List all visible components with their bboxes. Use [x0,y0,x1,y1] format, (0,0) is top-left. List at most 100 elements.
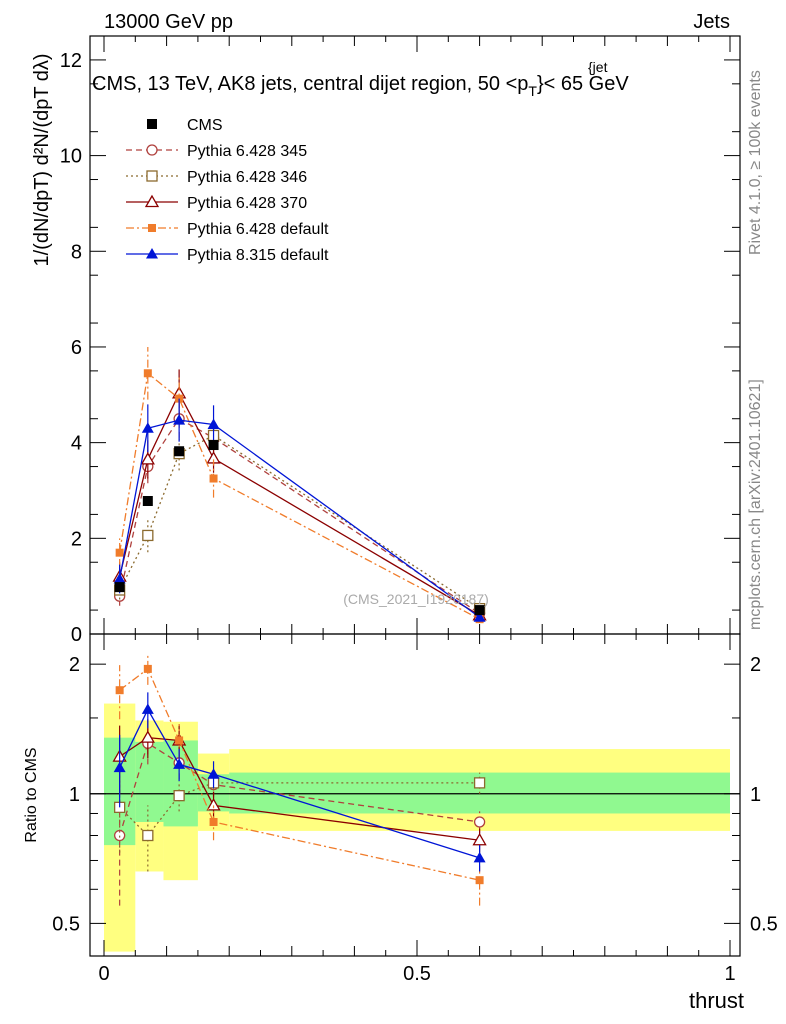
ratio-series-layer [112,654,487,906]
x-axis-label: thrust [689,988,744,1013]
chart-title-tail: }< 65 GeV [537,73,629,95]
series-point [140,452,155,465]
chart-title: CMS, 13 TeV, AK8 jets, central dijet reg… [92,73,629,99]
series-point [207,418,220,429]
mcplots-label: mcplots.cern.ch [arXiv:2401.10621] [747,379,764,630]
ratio-band-inner [163,740,198,827]
series-point [141,422,154,433]
series-point [142,829,154,842]
y-tick-label-main: 4 [71,433,82,455]
legend-label: Pythia 6.428 default [187,221,329,238]
series-point [113,572,126,584]
y-tick-label-main: 6 [71,337,82,359]
legend-label: Pythia 6.428 345 [187,143,307,160]
series-line [119,417,480,614]
series-point [141,703,154,714]
series-point [473,851,486,863]
series-point [174,446,185,457]
legend-label: Pythia 6.428 346 [187,169,307,186]
series-cms-data [114,440,485,616]
series-point [142,529,154,542]
series-point [173,790,185,802]
main-y-axis-label: 1/(dN/dpT) d²N/(dpT dλ) [31,53,53,266]
ratio-band-inner [135,741,164,822]
process-label: Jets [693,11,730,33]
series-point [208,440,219,451]
series-point [146,144,158,156]
series-pythia-6-428-default [115,346,484,624]
main-axis-ticks: 0 2 4 6 8 10 12 [60,36,740,646]
series-point [115,548,124,557]
y-tick-label-ratio-right: 0.5 [750,913,778,935]
series-point [114,829,126,842]
legend-entry-pythia-6-428-370: Pythia 6.428 370 [126,194,307,212]
series-pythia-8-315-default [113,398,486,622]
series-point [143,369,152,378]
y-tick-label-ratio: 0.5 [52,913,80,935]
rivet-label: Rivet 4.1.0, ≥ 100k events [747,70,764,255]
series-point [473,611,486,622]
series-point [474,605,485,616]
legend-label: Pythia 8.315 default [187,247,329,264]
y-tick-label-main: 10 [60,146,82,168]
series-point [473,816,486,828]
series-line [119,434,480,610]
series-point [209,817,218,826]
y-tick-label-ratio-right: 2 [750,654,761,676]
series-point [473,777,486,789]
series-point [113,761,126,773]
y-tick-label-main: 2 [71,528,82,550]
chart-title-sup: {jet [588,59,608,75]
series-point [114,582,125,593]
series-point [140,730,155,743]
ratio-series-pythia-8-315-default [113,692,486,872]
legend-entry-pythia-8-315-default: Pythia 8.315 default [126,247,329,264]
series-point [206,798,221,811]
series-point [173,758,186,769]
mcplots-label-group: mcplots.cern.ch [arXiv:2401.10621] [747,379,764,630]
series-point [147,119,157,129]
legend-entry-pythia-6-428-345: Pythia 6.428 345 [126,143,307,160]
chart-title-sub: T [528,83,537,99]
y-tick-label-ratio-right: 1 [750,784,761,806]
series-point [148,224,156,232]
series-point [175,736,184,745]
analysis-watermark: (CMS_2021_I1920187) [343,591,489,607]
chart-title-main: CMS, 13 TeV, AK8 jets, central dijet reg… [92,73,528,95]
series-pythia-6-428-346 [114,421,486,615]
ratio-panel: 0.5 0.5 1 1 2 2 0 0.5 1 [52,633,778,985]
legend: CMS Pythia 6.428 345 Pythia 6.428 346 Pythi… [126,117,329,264]
series-line [119,372,480,620]
y-tick-label-main: 0 [71,624,82,646]
x-tick-label: 1 [724,963,735,985]
y-tick-label-ratio: 2 [69,654,80,676]
y-axis-label-ratio: Ratio to CMS [23,747,40,842]
series-point [209,474,218,483]
x-tick-label: 0.5 [403,963,431,985]
y-tick-label-main: 8 [71,241,82,263]
y-tick-label-main: 12 [60,50,82,72]
x-tick-label: 0 [98,963,109,985]
series-point [146,170,158,182]
legend-entry-cms: CMS [147,117,223,134]
ratio-axis-ticks: 0.5 0.5 1 1 2 2 0 0.5 1 [52,634,778,985]
legend-label: CMS [187,117,223,134]
y-axis-label-main: 1/(dN/dpT) d²N/(dpT dλ) [31,53,53,266]
series-point [143,664,152,673]
series-point [173,414,186,425]
ratio-bands [90,703,740,952]
legend-entry-pythia-6-428-default: Pythia 6.428 default [126,221,329,238]
series-point [472,832,487,846]
energy-label: 13000 GeV pp [104,11,233,33]
series-point [475,876,484,885]
series-point [146,248,158,259]
series-point [142,496,153,507]
ratio-frame [89,633,741,957]
series-point [207,768,220,779]
y-tick-label-ratio: 1 [69,784,80,806]
series-point [144,194,160,208]
legend-label: Pythia 6.428 370 [187,195,307,212]
rivet-label-group: Rivet 4.1.0, ≥ 100k events [747,70,764,255]
legend-entry-pythia-6-428-346: Pythia 6.428 346 [126,169,307,186]
